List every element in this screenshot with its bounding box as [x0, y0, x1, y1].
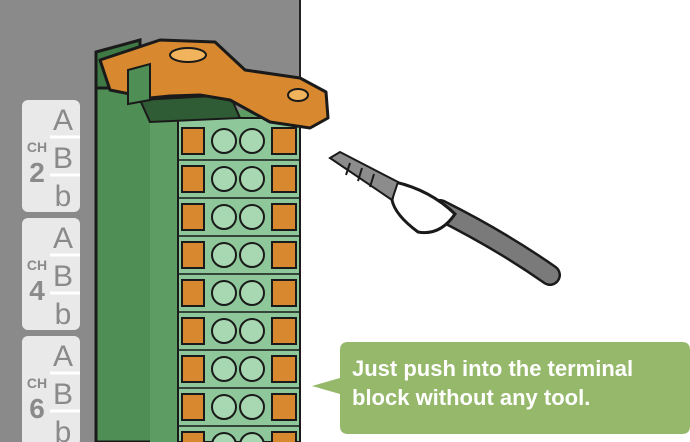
wire-slot [239, 166, 265, 192]
callout-line-2: block without any tool. [352, 385, 591, 410]
ch2-row-a: A [53, 104, 73, 137]
ferrule-wire-icon [328, 150, 561, 286]
ch4-row-b: B [53, 260, 73, 293]
ch6-ch-label: CH [27, 375, 47, 391]
wire-slot [211, 432, 237, 442]
ch6-row-a: A [53, 340, 73, 373]
wire-slot [239, 242, 265, 268]
release-lever [181, 431, 205, 442]
release-lever [181, 203, 205, 231]
ch2-row-b-small: b [55, 180, 72, 213]
release-lever [271, 127, 297, 155]
wire-slot [211, 242, 237, 268]
release-lever [271, 241, 297, 269]
ch4-row-b-small: b [55, 298, 72, 331]
ch6-row-b-small: b [55, 416, 72, 442]
callout-line-1: Just push into the terminal [352, 356, 634, 381]
release-lever [271, 279, 297, 307]
release-lever [181, 241, 205, 269]
release-lever [181, 317, 205, 345]
release-lever [271, 203, 297, 231]
ch4-ch-label: CH [27, 257, 47, 273]
release-lever [181, 393, 205, 421]
callout-bubble [312, 342, 690, 434]
release-lever [181, 355, 205, 383]
release-lever [181, 127, 205, 155]
release-lever [271, 165, 297, 193]
wire-slot [239, 128, 265, 154]
channel-label-strip: A B b A B b A B b CH 2 CH 4 CH 6 [22, 100, 80, 442]
wire-slot [211, 394, 237, 420]
terminal-lever-icon [98, 38, 330, 130]
wire-slot [211, 128, 237, 154]
ch2-ch-label: CH [27, 139, 47, 155]
release-lever [181, 165, 205, 193]
ch6-number: 6 [29, 393, 45, 424]
terminal-rows [178, 127, 300, 442]
release-lever [271, 355, 297, 383]
wire-slot [239, 356, 265, 382]
wire-slot [239, 204, 265, 230]
ch4-row-a: A [53, 222, 73, 255]
release-lever [271, 393, 297, 421]
wire-slot [211, 280, 237, 306]
release-lever [271, 317, 297, 345]
ch2-number: 2 [29, 157, 45, 188]
wire-slot [211, 356, 237, 382]
wire-slot [239, 432, 265, 442]
wire-slot [239, 280, 265, 306]
release-lever [271, 431, 297, 442]
wire-slot [211, 166, 237, 192]
ch6-row-b: B [53, 378, 73, 411]
ch2-row-b: B [53, 142, 73, 175]
wire-slot [211, 204, 237, 230]
wire-slot [211, 318, 237, 344]
callout-text: Just push into the terminal block withou… [352, 354, 682, 412]
release-lever [181, 279, 205, 307]
wire-slot [239, 318, 265, 344]
wire-slot [239, 394, 265, 420]
ch4-number: 4 [29, 275, 45, 306]
